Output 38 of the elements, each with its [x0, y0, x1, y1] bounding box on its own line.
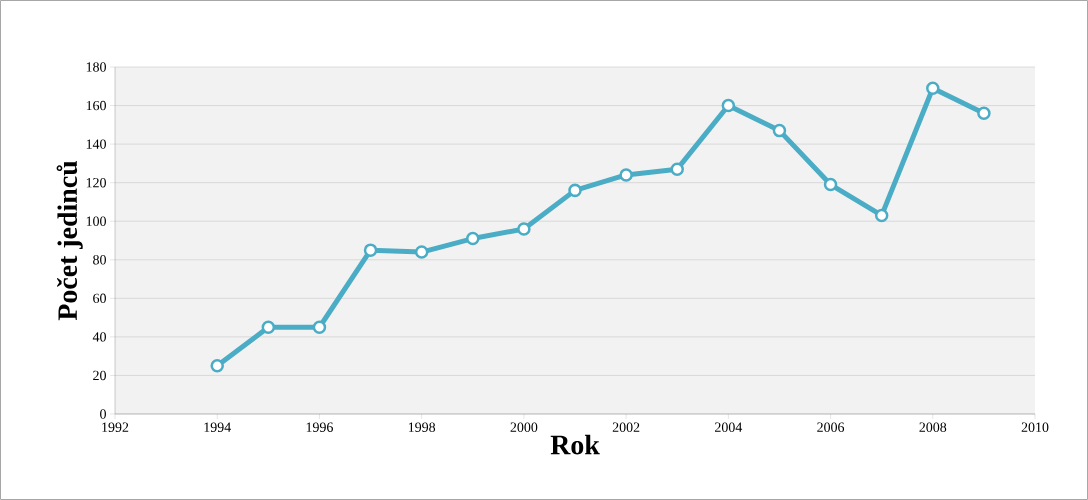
- x-tick-label: 2006: [817, 422, 845, 432]
- x-tick-label: 1998: [408, 422, 436, 432]
- point: [261, 320, 276, 334]
- point: [466, 231, 480, 246]
- y-tick-label: 120: [86, 177, 106, 188]
- point: [874, 208, 889, 223]
- point: [312, 320, 327, 334]
- y-tick-label: 20: [93, 370, 106, 381]
- x-tick-label: 2008: [919, 422, 947, 432]
- point: [721, 98, 736, 113]
- x-tick-label: 1996: [306, 422, 333, 432]
- point: [517, 222, 531, 236]
- y-tick-label: 60: [93, 293, 106, 304]
- point: [210, 359, 224, 373]
- x-axis-title: Rok: [550, 434, 600, 455]
- point: [926, 81, 940, 95]
- point: [823, 177, 838, 192]
- y-tick-label: 0: [100, 409, 106, 419]
- point: [363, 243, 378, 257]
- y-tick-label: 160: [86, 100, 106, 111]
- x-tick-label: 2000: [510, 422, 538, 432]
- x-tick-label: 2002: [612, 422, 640, 432]
- point: [568, 183, 582, 198]
- point: [414, 245, 429, 259]
- x-tick-label: 2010: [1021, 422, 1049, 432]
- y-tick-label: 100: [86, 216, 106, 226]
- y-tick-label: 140: [86, 139, 106, 149]
- y-tick-label: 40: [92, 332, 106, 342]
- point: [772, 123, 787, 138]
- y-axis-title: Počet jedinců: [56, 161, 83, 321]
- point: [619, 168, 633, 182]
- x-tick-label: 2004: [715, 422, 743, 432]
- point: [977, 106, 991, 121]
- y-tick-label: 180: [86, 62, 106, 72]
- y-tick-label: 80: [93, 255, 106, 265]
- x-tick-label: 1992: [102, 422, 129, 432]
- point: [670, 162, 684, 176]
- x-tick-label: 1994: [204, 422, 231, 432]
